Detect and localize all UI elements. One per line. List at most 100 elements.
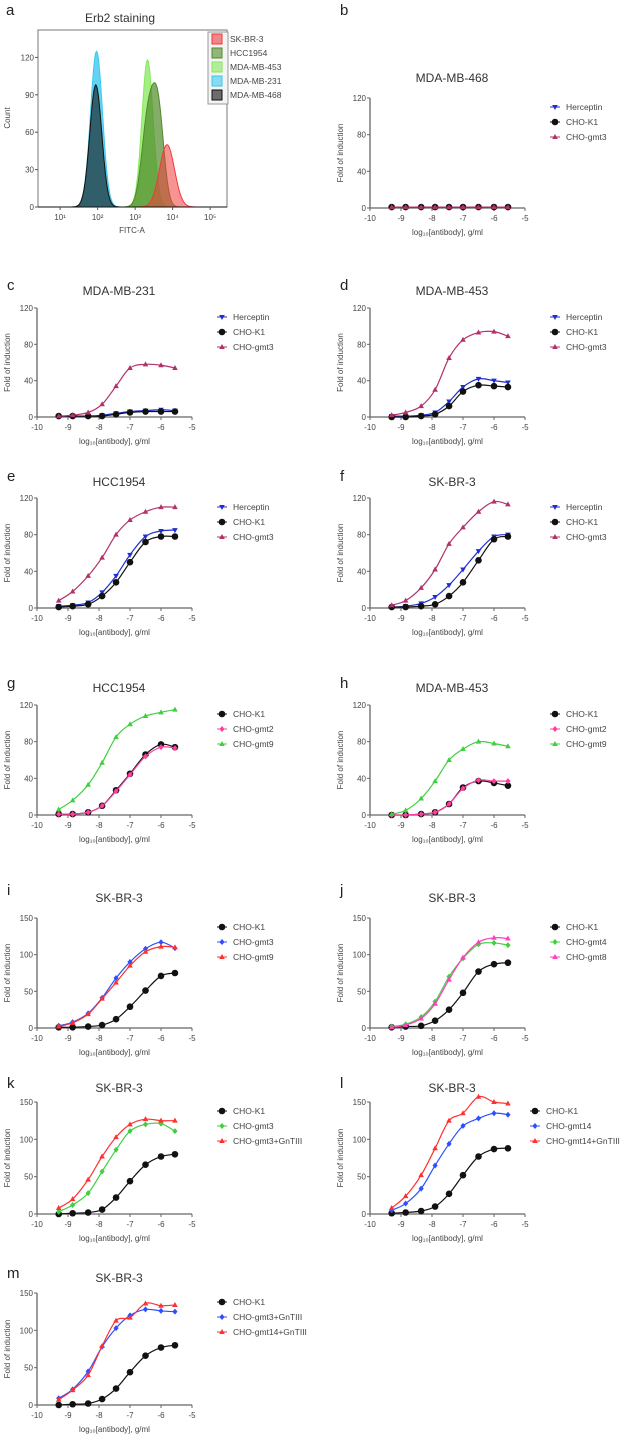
- data-point: [55, 413, 62, 419]
- y-axis-label: Fold of induction: [3, 944, 12, 1003]
- x-tick-label: -9: [64, 1034, 72, 1043]
- y-tick-label: 50: [357, 1173, 366, 1182]
- y-tick-label: 100: [20, 1135, 34, 1144]
- data-point: [431, 1203, 439, 1210]
- legend-marker: [218, 1298, 226, 1306]
- y-axis-label: Fold of induction: [336, 124, 345, 183]
- legend-label: CHO-K1: [233, 922, 265, 932]
- data-point: [460, 785, 466, 792]
- data-point: [446, 757, 452, 762]
- data-point: [69, 797, 76, 803]
- x-tick-label: -7: [459, 1034, 467, 1043]
- x-tick-label: -5: [521, 821, 529, 830]
- y-tick-label: 0: [362, 604, 367, 613]
- data-point: [99, 995, 105, 1001]
- data-point: [142, 1300, 149, 1306]
- data-point: [158, 1117, 164, 1123]
- x-axis-label: FITC-A: [119, 226, 145, 235]
- data-point: [112, 579, 120, 586]
- legend-marker: [551, 923, 559, 931]
- data-point: [158, 939, 164, 946]
- data-point: [113, 573, 119, 579]
- x-tick-label: 10⁴: [166, 213, 179, 222]
- data-point: [446, 540, 452, 546]
- data-point: [403, 1200, 409, 1207]
- y-tick-label: 120: [20, 701, 34, 710]
- data-point: [432, 1000, 438, 1006]
- legend-marker: [219, 939, 225, 945]
- data-point: [113, 734, 119, 740]
- series-line-cho-k1: [58, 1153, 176, 1215]
- data-point: [505, 501, 511, 507]
- x-tick-label: -10: [364, 1034, 376, 1043]
- panel-e: e HCC1954 -10 -9 -8 -7 -6 -5 0 40 80 120 log₁₀[antib…: [3, 468, 274, 637]
- data-point: [69, 1400, 76, 1408]
- data-point: [84, 1023, 92, 1030]
- legend-label: CHO-gmt9: [566, 739, 607, 749]
- panel-f: f SK-BR-3 -10 -9 -8 -7 -6 -5 0 40 80 120 log₁₀[antib…: [336, 468, 607, 637]
- chart-title: MDA-MB-453: [416, 284, 489, 298]
- x-tick-label: -10: [364, 1220, 376, 1229]
- x-tick-label: -8: [428, 614, 436, 623]
- y-tick-label: 0: [362, 811, 367, 820]
- y-tick-label: 40: [24, 567, 33, 576]
- legend-label: CHO-gmt3+GnTIII: [233, 1312, 302, 1322]
- series-line-cho-gmt3: [391, 500, 509, 606]
- data-point: [505, 380, 511, 386]
- data-point: [491, 740, 497, 746]
- data-point: [113, 979, 119, 985]
- data-point: [418, 403, 424, 409]
- data-point: [388, 412, 395, 418]
- legend-label: CHO-gmt3: [566, 342, 607, 352]
- data-point: [475, 329, 482, 335]
- chart-title: SK-BR-3: [95, 1081, 143, 1095]
- y-tick-label: 120: [353, 94, 367, 103]
- data-point: [55, 806, 62, 812]
- data-point: [142, 1161, 149, 1169]
- data-point: [417, 412, 425, 420]
- x-tick-label: -10: [31, 1220, 43, 1229]
- legend-label: CHO-K1: [233, 1297, 265, 1307]
- x-tick-label: -5: [188, 1220, 196, 1229]
- x-tick-label: -9: [64, 614, 72, 623]
- y-axis-label: Fold of induction: [3, 333, 12, 392]
- x-axis-label: log₁₀[antibody], g/ml: [412, 228, 483, 237]
- chart-title: SK-BR-3: [428, 1081, 476, 1095]
- legend-marker: [552, 315, 558, 320]
- y-tick-label: 40: [24, 774, 33, 783]
- series-line-cho-k1: [391, 1147, 508, 1214]
- legend-swatch: [211, 89, 223, 101]
- data-point: [403, 812, 409, 818]
- legend-label: Herceptin: [233, 312, 270, 322]
- x-tick-label: -7: [126, 423, 134, 432]
- data-point: [446, 204, 452, 210]
- data-point: [127, 721, 133, 727]
- x-tick-label: -8: [95, 1220, 103, 1229]
- data-point: [56, 1208, 62, 1215]
- data-point: [460, 567, 466, 573]
- data-point: [113, 1134, 119, 1140]
- chart-title: SK-BR-3: [95, 891, 143, 905]
- data-point: [56, 811, 62, 818]
- x-axis-label: log₁₀[antibody], g/ml: [412, 835, 483, 844]
- data-point: [85, 572, 91, 578]
- data-point: [491, 778, 497, 785]
- data-point: [157, 1344, 165, 1351]
- data-point: [475, 508, 482, 514]
- data-point: [172, 1117, 178, 1123]
- x-tick-label: -5: [521, 1034, 529, 1043]
- data-point: [460, 746, 466, 751]
- data-point: [504, 383, 512, 391]
- y-tick-label: 120: [21, 53, 35, 62]
- data-point: [127, 364, 133, 370]
- data-point: [98, 1206, 106, 1213]
- data-point: [402, 1022, 409, 1028]
- data-point: [158, 1307, 164, 1314]
- data-point: [491, 498, 497, 504]
- data-point: [172, 528, 178, 534]
- data-point: [142, 1306, 149, 1313]
- y-tick-label: 0: [362, 1210, 367, 1219]
- data-point: [112, 1015, 120, 1023]
- data-point: [127, 1121, 133, 1127]
